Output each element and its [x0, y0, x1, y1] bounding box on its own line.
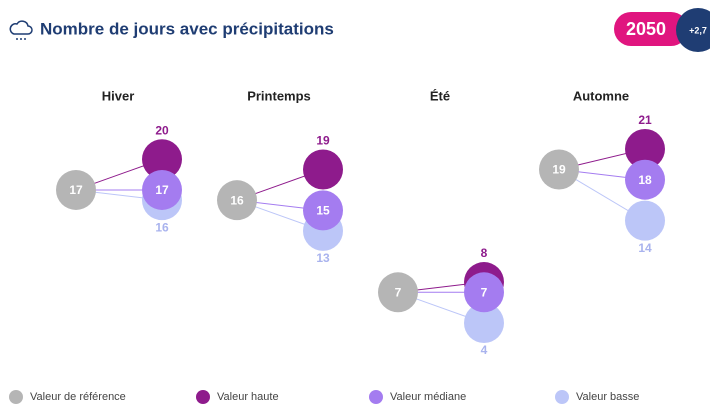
dot	[217, 180, 257, 221]
dot	[464, 303, 504, 343]
legend-label: Valeur de référence	[30, 391, 126, 403]
legend-swatch	[555, 390, 569, 404]
value-label: 13	[316, 251, 330, 265]
cloud-icon	[9, 20, 33, 40]
badge-icon	[676, 8, 710, 52]
value-label: 19	[552, 163, 566, 177]
legend-label: Valeur haute	[217, 391, 279, 403]
dot	[56, 169, 96, 210]
value-label: 16	[155, 220, 169, 234]
season-label: Hiver	[102, 88, 135, 103]
dot	[539, 149, 579, 190]
dot	[625, 129, 665, 169]
legend-swatch	[9, 390, 23, 404]
season-label: Printemps	[247, 88, 311, 103]
value-label: 15	[316, 204, 330, 218]
dot	[625, 159, 665, 200]
value-label: 18	[638, 173, 652, 187]
dot	[142, 169, 182, 210]
value-label: 20	[155, 123, 169, 137]
badge-sub: +2,7	[689, 25, 707, 35]
legend-label: Valeur médiane	[390, 391, 466, 403]
season-label: Été	[430, 88, 450, 103]
value-label: 17	[155, 183, 169, 197]
legend-label: Valeur basse	[576, 391, 639, 403]
season-label: Automne	[573, 88, 629, 103]
dot	[464, 272, 504, 313]
value-label: 4	[481, 343, 488, 357]
dot	[378, 272, 418, 313]
value-label: 17	[69, 183, 83, 197]
value-label: 21	[638, 113, 652, 127]
value-label: 14	[638, 241, 652, 255]
badge-bg	[614, 12, 688, 46]
dot	[142, 139, 182, 180]
value-label: 16	[230, 193, 244, 207]
dot	[303, 149, 343, 190]
legend-swatch	[369, 390, 383, 404]
value-label: 7	[395, 285, 402, 299]
value-label: 7	[481, 285, 488, 299]
badge: 2050	[626, 19, 666, 39]
dot	[303, 190, 343, 231]
dot	[625, 200, 665, 241]
legend-swatch	[196, 390, 210, 404]
chart-title: Nombre de jours avec précipitations	[40, 19, 334, 38]
value-label: 19	[316, 134, 330, 148]
value-label: 8	[481, 246, 488, 260]
